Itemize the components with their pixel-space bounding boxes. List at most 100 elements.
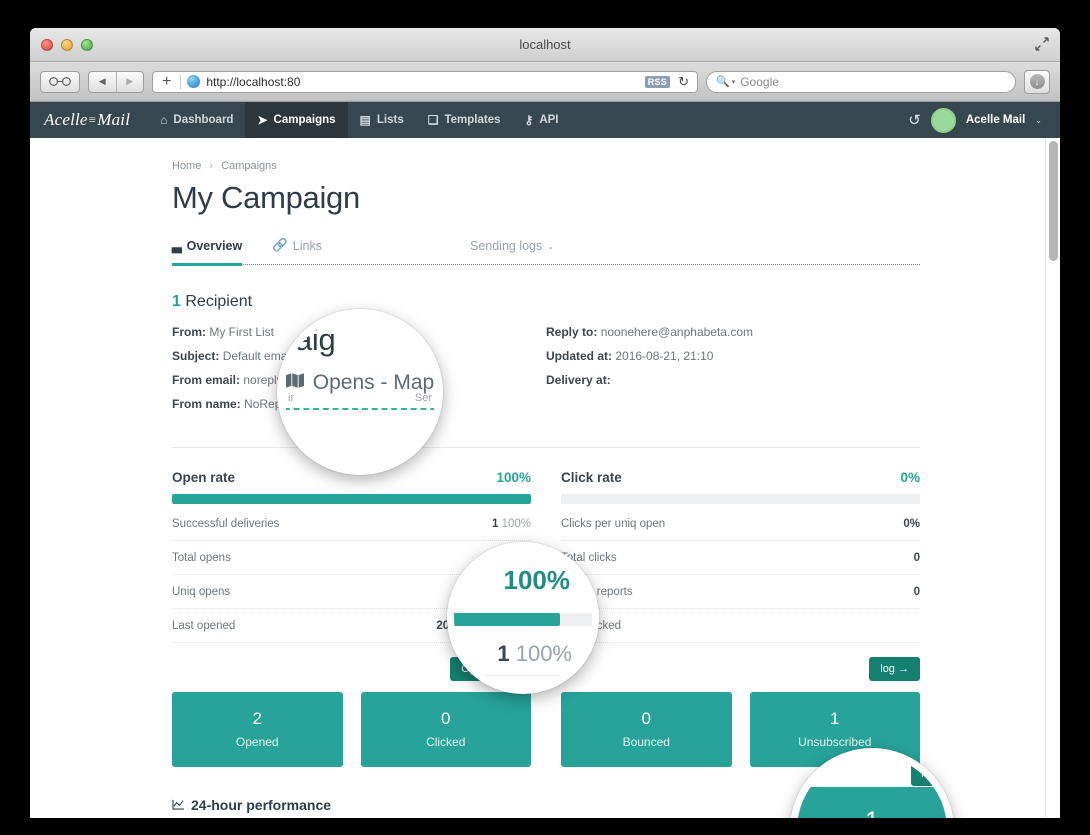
card-bounced[interactable]: 0 Bounced <box>561 692 732 767</box>
card-label: Bounced <box>622 735 670 749</box>
card-label: Unsubscribed <box>798 735 872 749</box>
detail-from: From: My First List <box>172 325 546 339</box>
open-rate-title: Open rate <box>172 470 236 485</box>
brand-equals-glyph: ≡ <box>88 112 97 127</box>
unsubscribe-log-button[interactable]: log → <box>869 657 920 681</box>
lens-progress-fill <box>454 613 592 626</box>
breadcrumb-current[interactable]: Campaigns <box>221 160 277 172</box>
nav-item-api[interactable]: ⚷ API <box>513 102 571 138</box>
chevron-down-icon[interactable]: ▾ <box>731 78 736 86</box>
page-viewport: Acelle ≡ Mail ⌂ Dashboard ➤ Campaigns ▤ Li… <box>30 102 1060 818</box>
nav-item-templates[interactable]: ❑ Templates <box>416 102 513 138</box>
detail-subject-key: Subject: <box>172 349 220 363</box>
click-rate-percent: 0% <box>900 470 920 485</box>
minimize-window-button[interactable] <box>61 38 73 51</box>
breadcrumb-separator: › <box>209 160 214 172</box>
detail-delivery-at: Delivery at: <box>546 373 920 387</box>
campaign-details-right: Reply to: noonehere@anphabeta.com Update… <box>546 325 920 421</box>
lens-deliveries-number: 1 <box>497 641 510 666</box>
history-clock-icon[interactable]: ↺ <box>908 112 921 129</box>
navbar-items: ⌂ Dashboard ➤ Campaigns ▤ Lists ❑ Templa… <box>148 102 570 138</box>
card-number: 1 <box>830 709 840 728</box>
nav-label-templates: Templates <box>444 114 501 126</box>
click-rate-header: Click rate 0% <box>561 470 920 485</box>
map-icon <box>285 372 304 394</box>
lens-deliveries-percent: 100% <box>515 641 572 666</box>
recipient-heading: 1 Recipient <box>172 293 920 311</box>
tab-links[interactable]: 🔗 Links <box>272 238 322 255</box>
nav-label-api: API <box>539 114 559 126</box>
nav-label-campaigns: Campaigns <box>273 114 336 126</box>
scrollbar-thumb[interactable] <box>1049 141 1058 261</box>
forward-button[interactable]: ▶ <box>126 76 134 86</box>
card-label: Clicked <box>426 735 466 749</box>
stat-label: Total clicks <box>561 552 617 564</box>
address-bar[interactable]: + http://localhost:80 RSS ↻ <box>152 70 698 93</box>
detail-updated-at: Updated at: 2016-08-21, 21:10 <box>546 349 920 363</box>
campaign-tabs: ▃ Overview 🔗 Links Sending logs ⌄ <box>172 238 920 266</box>
reader-glasses-icon[interactable] <box>40 70 80 93</box>
card-opened[interactable]: 2 Opened <box>172 692 343 767</box>
detail-from-email-key: From email: <box>172 373 241 387</box>
reload-icon[interactable]: ↻ <box>678 73 689 89</box>
nav-item-dashboard[interactable]: ⌂ Dashboard <box>148 102 245 138</box>
breadcrumb: Home › Campaigns <box>172 160 920 172</box>
open-rate-progress-fill <box>172 494 531 504</box>
paper-plane-icon: ➤ <box>257 113 268 127</box>
rss-badge[interactable]: RSS <box>644 75 671 88</box>
lens-tab-label-text: Opens - Map <box>312 371 435 394</box>
downloads-button[interactable]: ↓ <box>1024 69 1050 94</box>
tab-overview[interactable]: ▃ Overview <box>172 238 243 266</box>
new-tab-button[interactable]: + <box>162 72 172 90</box>
tab-label-overview: Overview <box>186 238 243 253</box>
key-icon: ⚷ <box>524 113 534 127</box>
open-rate-percent: 100% <box>496 470 531 485</box>
click-rate-title: Click rate <box>561 470 622 485</box>
search-icon: 🔍 <box>716 76 730 88</box>
app-navbar: Acelle ≡ Mail ⌂ Dashboard ➤ Campaigns ▤ Li… <box>30 102 1060 138</box>
nav-label-dashboard: Dashboard <box>173 114 234 126</box>
brand-logo[interactable]: Acelle ≡ Mail <box>30 102 148 138</box>
performance-title-text: 24-hour performance <box>191 797 332 813</box>
lens-partial-links-text: ir <box>288 392 295 404</box>
magnifier-lens-open-rate: 100% 1 100% <box>447 542 599 694</box>
page-container: Home › Campaigns My Campaign ▃ Overview … <box>30 160 1060 818</box>
open-rate-header: Open rate 100% <box>172 470 531 485</box>
card-clicked[interactable]: 0 Clicked <box>360 692 531 767</box>
close-window-button[interactable] <box>41 38 53 51</box>
back-button[interactable]: ◀ <box>89 71 117 92</box>
search-placeholder: Google <box>740 74 779 89</box>
stat-value: 0% <box>903 518 920 530</box>
divider <box>172 447 920 448</box>
maximize-window-button[interactable] <box>81 38 93 51</box>
detail-from-name-key: From name: <box>172 397 241 411</box>
stat-label: Successful deliveries <box>172 518 280 530</box>
card-number: 0 <box>641 709 651 728</box>
detail-from-key: From: <box>172 325 206 339</box>
card-number: 2 <box>252 709 262 728</box>
search-field[interactable]: 🔍 ▾ Google <box>706 70 1016 93</box>
bar-chart-icon: ▃ <box>172 239 182 253</box>
page-scrollbar[interactable] <box>1045 138 1060 818</box>
download-icon: ↓ <box>1029 74 1045 89</box>
stat-successful-deliveries: Successful deliveries 1 100% <box>172 507 531 541</box>
chevron-down-icon[interactable]: ⌄ <box>1035 115 1042 125</box>
lens-content: paig Opens - Map ir Ser <box>284 316 436 468</box>
template-icon: ❑ <box>427 113 439 127</box>
browser-window: localhost ◀ ▶ + http://localhost:80 RSS … <box>30 28 1060 818</box>
brand-text-right: Mail <box>97 110 131 129</box>
stat-label: Total opens <box>172 552 231 564</box>
lens-successful-deliveries: 1 100% <box>497 641 572 667</box>
click-log-row: log → <box>561 657 920 681</box>
lens-log-button[interactable]: log → <box>911 759 947 786</box>
fullscreen-icon[interactable] <box>1034 36 1050 52</box>
lens-progress-track <box>560 613 592 626</box>
lens-open-rate-percent: 100% <box>503 565 571 595</box>
avatar[interactable] <box>930 107 956 133</box>
stat-total-clicks: Total clicks 0 <box>561 541 920 575</box>
tab-sending-logs[interactable]: Sending logs ⌄ <box>470 239 554 255</box>
nav-item-lists[interactable]: ▤ Lists <box>348 102 416 138</box>
nav-item-campaigns[interactable]: ➤ Campaigns <box>245 102 348 138</box>
lens-tab-opens-map[interactable]: Opens - Map <box>285 371 435 395</box>
breadcrumb-home[interactable]: Home <box>172 160 202 172</box>
